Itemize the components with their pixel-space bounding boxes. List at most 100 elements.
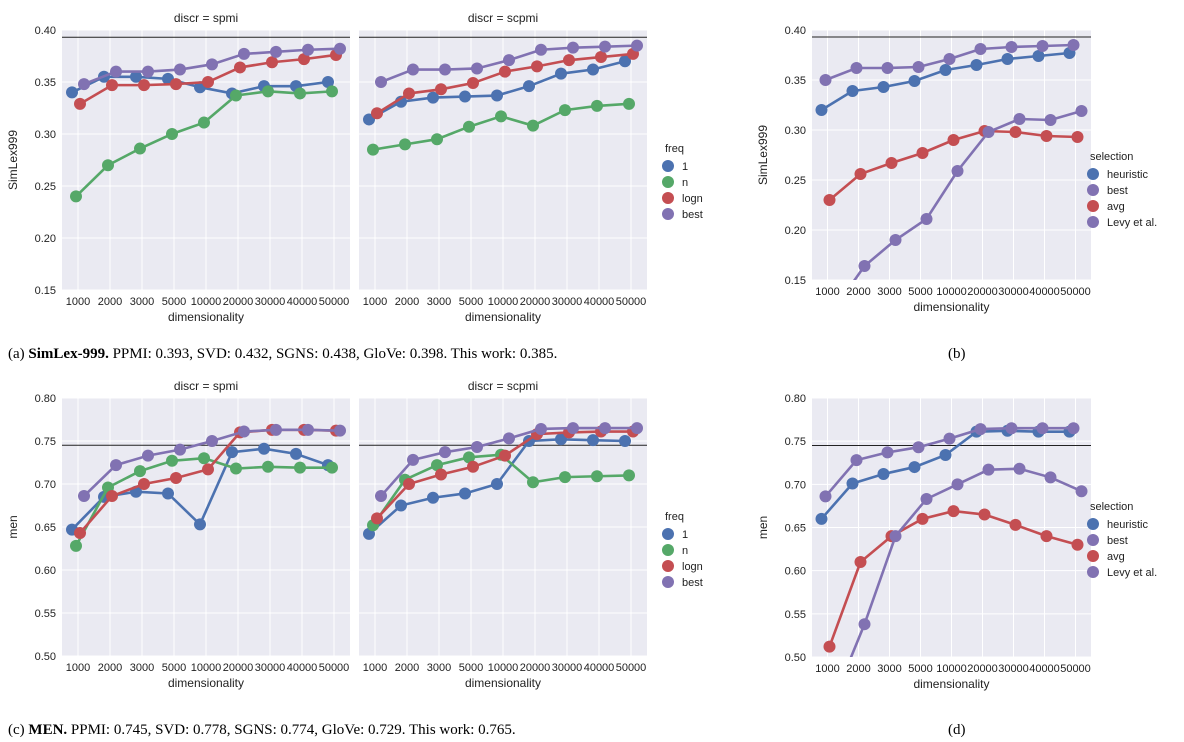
chart-a: 0.15 0.20 0.25 0.30 0.35 0.40 1000 2000 3000 5000… [6, 11, 703, 324]
data-point [555, 67, 567, 80]
chart-c: 0.50 0.55 0.60 0.65 0.70 0.75 0.80 1000 2000 3000… [6, 379, 703, 690]
x-axis-label: dimensionality [913, 677, 989, 691]
data-point [174, 63, 186, 76]
x-tick-label: 20000 [967, 663, 998, 675]
y-axis-label: men [6, 515, 20, 538]
data-point [1001, 53, 1014, 65]
data-point [1044, 471, 1057, 484]
data-point [371, 512, 383, 525]
data-point [367, 143, 379, 156]
y-tick-label: 0.55 [35, 608, 56, 620]
data-point [631, 39, 643, 52]
data-point [403, 478, 415, 490]
data-point [908, 461, 921, 474]
data-point [823, 194, 836, 206]
data-point [877, 81, 890, 93]
data-point [823, 640, 836, 653]
legend-marker [662, 192, 674, 204]
x-axis-label: dimensionality [913, 300, 989, 314]
data-point [889, 234, 902, 246]
data-point [375, 490, 387, 503]
chart-b: 0.15 0.20 0.25 0.30 0.35 0.40 1000 2000 3000 5000… [756, 25, 1157, 316]
x-tick-label: 30000 [998, 663, 1029, 675]
data-point [1032, 50, 1045, 62]
x-tick-label: 30000 [998, 286, 1029, 298]
data-point [439, 63, 451, 76]
x-tick-label: 50000 [616, 296, 647, 308]
data-point [947, 134, 960, 146]
series-group [815, 39, 1088, 316]
y-tick-label: 0.15 [785, 275, 806, 287]
x-tick-label: 40000 [584, 296, 615, 308]
facet-title: discr = scpmi [468, 11, 538, 25]
data-point [815, 512, 828, 525]
data-point [298, 53, 310, 66]
panel-a-2: 1000 2000 3000 5000 10000 20000 30000 40000 5000… [359, 11, 647, 324]
caption-c-text: PPMI: 0.745, SVD: 0.778, SGNS: 0.774, Gl… [67, 722, 516, 738]
x-tick-label: 40000 [1029, 663, 1060, 675]
legend-a: freq 1 n logn best [662, 143, 703, 221]
x-tick-label: 50000 [1060, 286, 1091, 298]
data-point [623, 469, 635, 482]
legend-label: n [682, 545, 688, 557]
data-point [322, 76, 334, 88]
data-point [1040, 130, 1053, 142]
data-point [595, 51, 607, 64]
data-point [463, 451, 475, 464]
x-tick-label: 3000 [130, 296, 154, 308]
caption-b-label: (b) [948, 346, 966, 362]
data-point [567, 41, 579, 54]
legend-label: avg [1107, 551, 1125, 563]
y-tick-label: 0.80 [35, 393, 56, 405]
data-point [202, 76, 214, 88]
series-group [66, 423, 346, 552]
data-point [431, 133, 443, 146]
data-point [262, 460, 274, 473]
data-point [943, 53, 956, 65]
data-point [877, 467, 890, 480]
legend-label: Levy et al. [1107, 217, 1157, 229]
data-point [828, 304, 840, 316]
y-tick-label: 0.40 [785, 25, 806, 37]
x-tick-label: 2000 [846, 663, 870, 675]
x-tick-label: 2000 [98, 662, 122, 674]
data-point [435, 83, 447, 96]
y-tick-label: 0.40 [35, 25, 56, 37]
data-point [591, 99, 603, 112]
data-point [1036, 422, 1049, 435]
data-point [194, 518, 206, 531]
facet-title: discr = spmi [174, 379, 238, 393]
legend-label: Levy et al. [1107, 567, 1157, 579]
data-point [503, 432, 515, 445]
data-point [435, 468, 447, 481]
data-point [170, 78, 182, 91]
data-point [78, 490, 90, 503]
legend-marker [1087, 184, 1099, 196]
legend-marker [1087, 200, 1099, 212]
x-tick-label: 50000 [1060, 663, 1091, 675]
data-point [1067, 39, 1080, 51]
legend-b: selection heuristic best avg Levy et al. [1087, 151, 1157, 229]
legend-marker [662, 160, 674, 172]
legend-label: heuristic [1107, 169, 1148, 181]
x-tick-label: 5000 [459, 662, 483, 674]
x-tick-label: 50000 [319, 296, 350, 308]
data-point [587, 434, 599, 447]
data-point [334, 42, 346, 55]
x-tick-label: 3000 [877, 663, 901, 675]
data-point [846, 477, 859, 490]
legend-label: 1 [682, 161, 688, 173]
data-point [535, 422, 547, 435]
data-point [523, 80, 535, 93]
x-tick-label: 5000 [908, 286, 932, 298]
y-tick-label: 0.70 [35, 479, 56, 491]
y-tick-label: 0.60 [785, 566, 806, 578]
y-tick-label: 0.35 [785, 75, 806, 87]
x-tick-label: 50000 [616, 662, 647, 674]
x-tick-label: 1000 [363, 296, 387, 308]
y-tick-label: 0.75 [785, 436, 806, 448]
x-axis-label: dimensionality [465, 676, 541, 690]
data-point [1036, 40, 1049, 52]
data-point [110, 65, 122, 78]
